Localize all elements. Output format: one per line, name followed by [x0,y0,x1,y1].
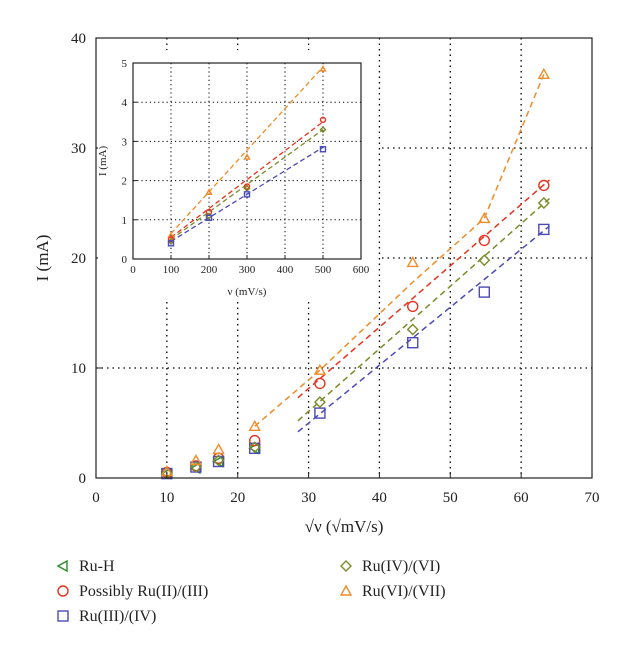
main-point-possibly-ru-ii-iii-7 [478,234,490,247]
inset-point-series-2-4 [319,116,327,124]
inset-y-tick-label-4: 4 [122,97,128,109]
main-x-tick-label-40: 40 [372,490,387,506]
chart-legend: Ru-H Possibly Ru(II)/(III) Ru(III)/(IV) Ru(… [56,558,446,625]
inset-background [98,50,378,302]
inset-point-series-4-3 [243,191,251,198]
main-point-ru-iii-iv-8 [538,223,550,236]
inset-fit-lines [170,66,324,242]
inset-y-tick-label-2: 2 [122,176,128,188]
main-point-ru-iv-vi-5 [313,396,326,409]
inset-point-series-4-2 [205,214,213,222]
inset-point-series-3-4 [319,126,327,134]
legend-marker-ru-iv-vi [340,560,352,572]
main-fit-line-ru-iii-iv [297,225,550,433]
main-point-ru-vi-vii-5 [313,363,327,375]
main-point-possibly-ru-ii-iii-6 [407,300,419,313]
main-fit-line-possibly-ru-ii-iii [297,179,550,399]
legend-label-ru-h: Ru-H [79,558,115,575]
legend-label-ru-iv-vi: Ru(IV)/(VI) [362,558,440,575]
main-point-ru-vi-vii-2 [189,453,203,466]
main-fit-line-ru-iv-vi [297,198,550,422]
main-point-ru-vi-vii-3 [212,442,225,455]
inset-data-points [167,64,327,247]
main-point-ru-iv-vi-7 [478,254,491,267]
main-y-tick-label-40: 40 [71,31,86,47]
main-y-tick-label-0: 0 [79,471,87,487]
inset-y-axis-label: I (mA) [97,146,109,177]
legend-label-ru-vi-vii: Ru(VI)/(VII) [362,583,446,600]
main-fit-lines [254,74,550,433]
inset-point-series-4-1 [167,240,175,247]
main-point-ru-vi-vii-7 [478,211,491,224]
inset-axes: 0 100 200 300 400 500 600 0 1 2 3 4 5 [122,58,370,276]
legend-marker-ru-iii-iv [57,610,69,622]
inset-fit-line-series-3 [170,129,324,240]
main-x-tick-label-50: 50 [443,490,458,506]
inset-x-tick-label-0: 0 [130,264,136,276]
inset-x-tick-label-100: 100 [163,264,180,276]
main-x-tick-label-60: 60 [514,490,529,506]
inset-y-tick-label-3: 3 [122,136,128,148]
main-x-tick-label-0: 0 [92,490,100,506]
y-axis-label: I (mA) [33,235,52,282]
main-point-ru-iv-vi-6 [406,323,419,336]
main-point-ru-vi-vii-6 [406,255,419,268]
inset-fit-line-series-4 [170,146,324,242]
main-point-ru-vi-vii-8 [537,67,551,80]
inset-point-series-2-3 [243,183,251,190]
inset-x-tick-label-500: 500 [315,264,332,276]
legend-label-possibly-ru-ii-iii: Possibly Ru(II)/(III) [79,583,208,600]
main-point-ru-iii-iv-3 [212,455,225,468]
main-point-possibly-ru-ii-iii-5 [314,377,326,390]
inset-point-series-4-4 [319,146,327,153]
inset-point-series-1-4 [319,64,327,72]
x-axis-label: √ν (√mV/s) [305,517,384,536]
main-point-ru-vi-vii-4 [248,419,261,431]
inset-x-tick-label-300: 300 [239,264,256,276]
main-point-ru-iii-iv-5 [314,407,326,419]
main-point-ru-iv-vi-8 [537,197,550,209]
legend-marker-ru-vi-vii [339,584,353,596]
inset-point-series-1-3 [243,153,251,160]
inset-x-axis-label: ν (mV/s) [228,286,267,298]
main-point-ru-iii-iv-7 [478,286,490,298]
main-point-possibly-ru-ii-iii-4 [249,434,261,447]
main-x-tick-label-10: 10 [159,490,174,506]
inset-fit-line-series-1 [170,66,324,234]
main-x-tick-label-70: 70 [585,490,600,506]
main-x-tick-label-30: 30 [301,490,316,506]
main-fit-line-ru-vi-vii [254,74,545,427]
main-x-tick-label-20: 20 [230,490,245,506]
legend-label-ru-iii-iv: Ru(III)/(IV) [79,608,156,625]
inset-y-tick-label-5: 5 [122,58,128,70]
main-point-ru-iii-iv-4 [249,442,261,454]
main-point-ru-iv-vi-4 [248,441,261,454]
legend-marker-ru-h [56,559,68,573]
main-point-possibly-ru-ii-iii-8 [538,179,550,192]
inset-point-series-3-3 [243,184,251,192]
inset-point-series-2-2 [205,208,213,216]
legend-marker-possibly-ru-ii-iii [57,585,69,597]
inset-point-series-2-1 [167,236,175,243]
main-y-tick-label-10: 10 [71,361,86,377]
inset-chart: 0 100 200 300 400 500 600 0 1 2 3 4 5 I (mA) ν (mV/s… [97,50,378,302]
inset-x-tick-label-600: 600 [353,264,370,276]
inset-x-tick-label-200: 200 [201,264,218,276]
main-point-ru-iv-vi-3 [212,454,225,467]
main-y-tick-label-30: 30 [71,141,86,157]
inset-grid [133,63,361,259]
main-y-tick-label-20: 20 [71,251,86,267]
inset-y-tick-label-1: 1 [122,215,128,227]
inset-y-tick-label-0: 0 [122,254,128,266]
inset-x-tick-label-400: 400 [277,264,294,276]
inset-point-series-1-2 [205,188,213,196]
main-point-ru-iv-vi-2 [189,461,202,473]
main-point-ru-iii-iv-6 [407,337,419,349]
